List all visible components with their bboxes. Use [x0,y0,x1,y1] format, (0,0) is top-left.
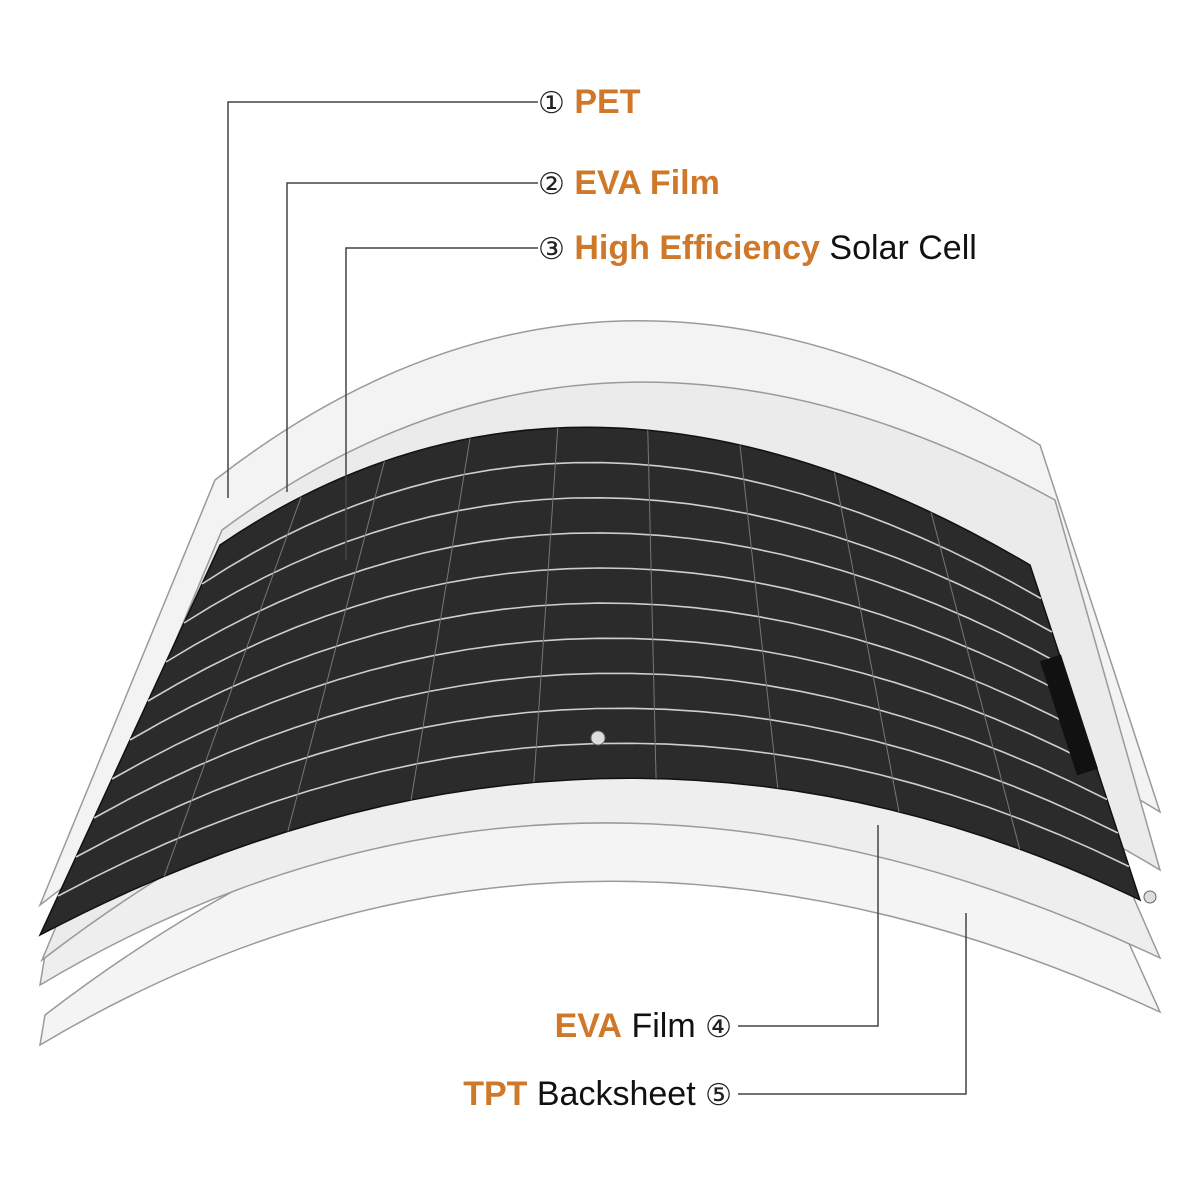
cell-divider [930,512,1021,850]
cell-busbar [75,707,1119,858]
cell-busbar [183,496,1053,633]
leader-line-eva-top [286,182,538,492]
label-solar-cell: ③ High Efficiency Solar Cell [538,229,977,267]
label-pet: ① PET [538,83,641,121]
cell-busbar [93,672,1108,819]
cell-divider [287,461,385,832]
cell-divider [533,427,559,783]
label-tpt-backsheet: TPT Backsheet ⑤ [463,1075,732,1113]
cell-busbar [201,461,1042,600]
label-eva-film-top: ② EVA Film [538,164,720,202]
cell-divider [739,444,779,789]
cell-divider [410,438,471,801]
leader-line-pet [227,101,538,498]
leader-line-eva-bottom [738,825,879,1027]
leader-line-tpt [738,913,967,1095]
cell-divider [647,430,657,779]
layer-solar-cell [38,426,1157,937]
cell-busbar [111,637,1097,780]
cell-busbar [129,602,1086,741]
leader-line-solar-cell [345,247,538,560]
junction-box [1039,654,1099,776]
cell-divider [833,472,900,812]
cell-busbar [147,567,1075,702]
leader-lines [227,101,967,1095]
mounting-grommet [590,730,606,746]
label-eva-film-bottom: EVA Film ④ [554,1007,732,1045]
mounting-grommet [1143,890,1157,904]
cell-busbar [165,532,1064,667]
cell-divider [163,496,302,877]
